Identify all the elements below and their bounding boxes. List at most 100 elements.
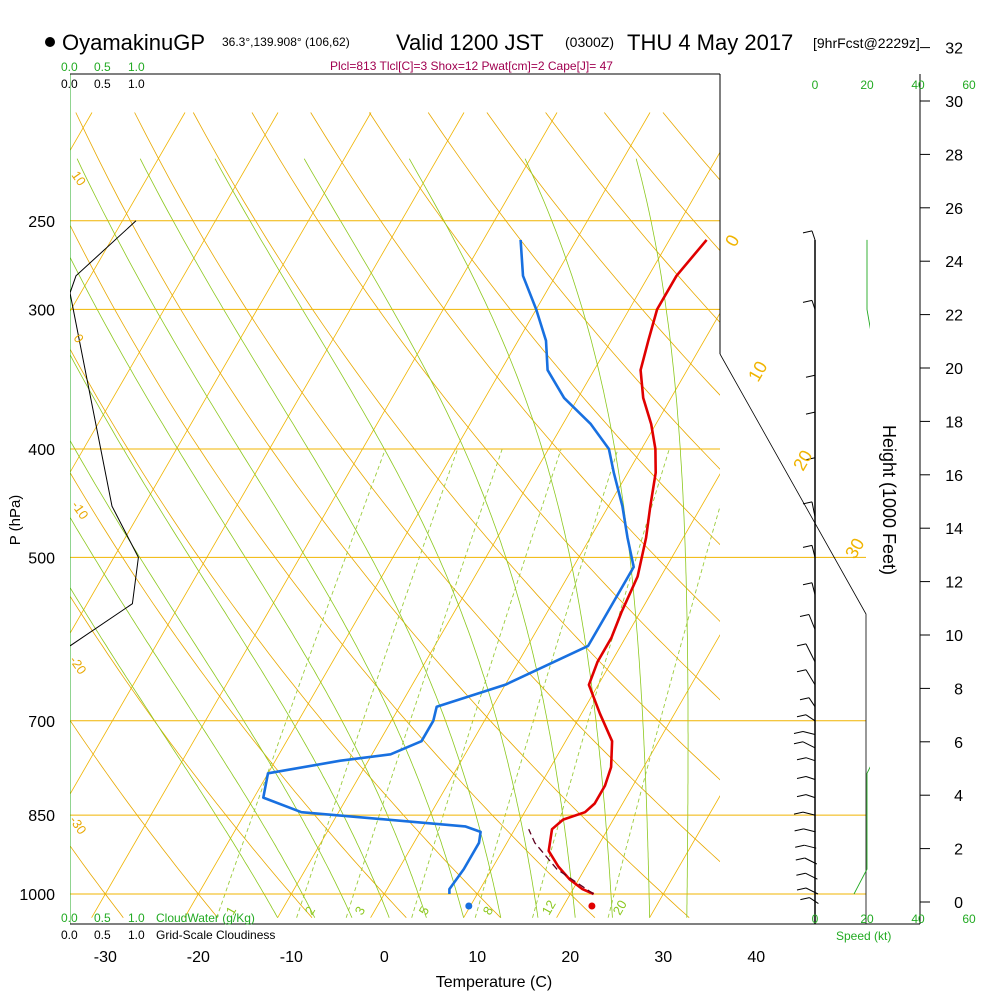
chart-header: OyamakinuGP 36.3°,139.908° (106,62) Vali… bbox=[45, 30, 920, 73]
cloudiness-label: Grid-Scale Cloudiness bbox=[156, 928, 275, 942]
dry-adiabat-line bbox=[70, 471, 407, 918]
speed-tick-top: 20 bbox=[860, 78, 874, 92]
station-coords: 36.3°,139.908° (106,62) bbox=[222, 35, 350, 49]
dry-adiabat-line bbox=[134, 112, 720, 863]
wind-barb bbox=[811, 230, 816, 241]
cloudiness-line bbox=[70, 220, 139, 647]
wind-barb bbox=[804, 844, 817, 849]
wind-barb bbox=[805, 643, 816, 663]
pressure-tick-label: 500 bbox=[28, 550, 55, 567]
dry-adiabat-label: 10 bbox=[69, 168, 90, 188]
moist-adiabat-line bbox=[214, 158, 539, 918]
wind-barb bbox=[802, 741, 816, 749]
dewpoint-line bbox=[262, 239, 635, 894]
wind-barb-flag bbox=[802, 501, 813, 505]
x-tick-label: 10 bbox=[468, 949, 486, 966]
forecast-info: [9hrFcst@2229z] bbox=[813, 35, 920, 51]
temperature-line bbox=[547, 239, 708, 896]
height-tick-label: 16 bbox=[945, 468, 963, 485]
bottom-cloudwater-tick: 0.0 bbox=[61, 911, 78, 925]
surface-temperature-dot bbox=[588, 902, 596, 910]
height-tick-label: 8 bbox=[954, 681, 963, 698]
moist-adiabat-line bbox=[635, 158, 689, 918]
speed-tick-top: 0 bbox=[812, 78, 819, 92]
moist-adiabat-line bbox=[303, 158, 576, 918]
isotherm-line bbox=[70, 112, 372, 635]
wind-barb bbox=[808, 614, 816, 630]
dry-adiabat-label: -10 bbox=[69, 498, 92, 522]
mixing-ratio-label: 3 bbox=[352, 904, 369, 918]
wind-barb bbox=[805, 887, 819, 895]
y-axis-label: P (hPa) bbox=[7, 495, 24, 546]
height-tick-label: 30 bbox=[945, 94, 963, 111]
speed-label: Speed (kt) bbox=[836, 929, 891, 943]
dry-adiabat-line bbox=[251, 112, 720, 701]
wind-speed-line bbox=[853, 239, 870, 895]
dry-adiabat-line bbox=[662, 112, 720, 181]
wind-barb bbox=[805, 776, 816, 780]
plot-frame bbox=[70, 73, 921, 925]
wind-barb-flag bbox=[802, 544, 813, 548]
cloudwater-label: CloudWater (g/Kg) bbox=[156, 911, 255, 925]
top-cloudiness-tick: 1.0 bbox=[128, 77, 145, 91]
wind-barb-flag bbox=[793, 811, 804, 815]
valid-date: THU 4 May 2017 bbox=[627, 30, 793, 55]
station-marker bbox=[45, 37, 55, 47]
x-axis-label: Temperature (C) bbox=[436, 974, 552, 991]
surface-dewpoint-dot bbox=[465, 902, 473, 910]
axes: -30 -20 -10 0 10 20 30 402503004005007008501000… bbox=[19, 41, 963, 966]
top-cloudwater-tick: 0.0 bbox=[61, 60, 78, 74]
wind-speed-scale: 0 20 40 60 0 20 40 60 Speed (kt) bbox=[812, 78, 976, 943]
wind-barb-flag bbox=[796, 794, 807, 798]
dry-adiabat-lines bbox=[70, 112, 1000, 918]
isotherm-label: 0 bbox=[721, 231, 743, 250]
wind-barb bbox=[802, 811, 816, 816]
dry-adiabat-line bbox=[369, 112, 720, 546]
side-panel bbox=[70, 74, 870, 924]
wind-barb-flag bbox=[802, 230, 813, 234]
isotherm-line bbox=[463, 473, 720, 918]
wind-barb-flag bbox=[796, 714, 807, 718]
top-cloudiness-tick: 0.5 bbox=[94, 77, 111, 91]
sounding-series bbox=[262, 239, 708, 910]
wind-barb-flag bbox=[796, 776, 807, 779]
wind-barb-flag bbox=[796, 887, 807, 891]
dry-adiabat-line bbox=[898, 113, 1000, 918]
wind-barb-flag bbox=[802, 582, 813, 586]
moist-adiabat-line bbox=[70, 516, 316, 918]
speed-tick-top: 40 bbox=[911, 78, 925, 92]
bottom-cloudwater-tick: 0.5 bbox=[94, 911, 111, 925]
wind-barb-flag bbox=[796, 643, 807, 647]
isotherm-line bbox=[70, 112, 465, 795]
isotherm-line bbox=[370, 312, 720, 918]
station-name: OyamakinuGP bbox=[62, 30, 205, 55]
valid-zulu: (0300Z) bbox=[565, 34, 614, 50]
pressure-tick-label: 300 bbox=[28, 302, 55, 319]
wind-barb-flag bbox=[805, 457, 816, 461]
dry-adiabat-line bbox=[957, 113, 1000, 918]
mixing-ratio-label: 8 bbox=[480, 904, 497, 918]
wind-barb-flag bbox=[802, 299, 813, 303]
dry-adiabat-label: 0 bbox=[71, 331, 87, 346]
dry-adiabat-line bbox=[486, 112, 720, 396]
height-tick-label: 22 bbox=[945, 308, 963, 325]
wind-barb-flag bbox=[796, 757, 807, 761]
wind-barb bbox=[802, 731, 816, 735]
height-tick-label: 14 bbox=[945, 521, 963, 538]
wind-barb-flag bbox=[796, 669, 807, 673]
right-axis-label: Height (1000 Feet) bbox=[879, 425, 899, 575]
height-tick-label: 0 bbox=[954, 895, 963, 912]
dry-adiabat-line bbox=[70, 224, 596, 918]
isotherm-label: 10 bbox=[744, 358, 771, 385]
height-tick-label: 10 bbox=[945, 628, 963, 645]
moist-adiabat-line bbox=[70, 353, 390, 918]
x-tick-label: 40 bbox=[747, 949, 765, 966]
bottom-cloudiness-tick: 1.0 bbox=[128, 928, 145, 942]
moist-adiabat-line bbox=[524, 158, 650, 918]
wind-barb-flag bbox=[805, 411, 816, 415]
x-tick-label: -10 bbox=[280, 949, 303, 966]
pressure-tick-label: 400 bbox=[28, 442, 55, 459]
isotherm-line bbox=[277, 151, 720, 918]
wind-barb bbox=[803, 828, 816, 833]
